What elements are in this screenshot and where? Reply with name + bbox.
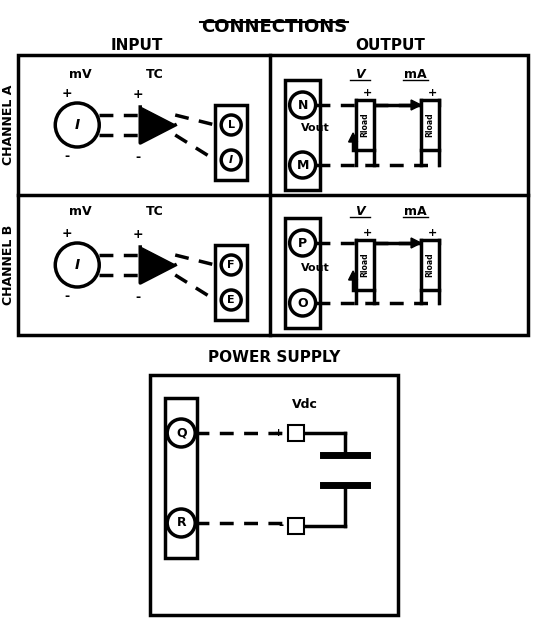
Bar	[285, 218, 320, 328]
Text: Rload: Rload	[425, 112, 435, 137]
Text: O: O	[298, 296, 308, 309]
Polygon shape	[349, 271, 357, 280]
Text: -: -	[65, 290, 70, 303]
Circle shape	[167, 419, 195, 447]
Text: V: V	[355, 68, 365, 81]
Bar	[150, 375, 398, 615]
Text: L: L	[228, 120, 234, 130]
Circle shape	[290, 92, 316, 118]
Circle shape	[290, 152, 316, 178]
Text: +: +	[62, 227, 72, 240]
Bar	[165, 398, 197, 558]
Circle shape	[55, 243, 99, 287]
Text: R: R	[176, 516, 186, 530]
Text: Vout: Vout	[301, 263, 330, 273]
Text: E: E	[227, 295, 235, 305]
Text: +: +	[274, 428, 283, 438]
Bar	[18, 55, 528, 335]
Text: +: +	[362, 88, 372, 98]
Text: CHANNEL B: CHANNEL B	[2, 225, 15, 305]
Text: I: I	[229, 155, 233, 165]
Text: TC: TC	[147, 205, 164, 218]
Text: Rload: Rload	[361, 112, 369, 137]
Circle shape	[221, 115, 241, 135]
Text: I: I	[75, 258, 80, 272]
Bar	[288, 518, 304, 534]
Text: -: -	[136, 151, 141, 164]
Polygon shape	[411, 238, 421, 248]
Circle shape	[221, 290, 241, 310]
Text: Rload: Rload	[425, 252, 435, 277]
Polygon shape	[349, 133, 357, 142]
Text: +: +	[428, 88, 436, 98]
Circle shape	[221, 150, 241, 170]
Text: V: V	[355, 205, 365, 218]
Circle shape	[290, 230, 316, 256]
Bar	[215, 245, 247, 320]
Polygon shape	[411, 100, 421, 110]
Text: mA: mA	[404, 68, 427, 81]
Text: Vdc: Vdc	[292, 398, 318, 411]
Text: -: -	[65, 150, 70, 163]
Bar	[421, 240, 439, 290]
Text: +: +	[133, 88, 143, 101]
Text: mA: mA	[404, 205, 427, 218]
Text: P: P	[298, 236, 307, 249]
Text: +: +	[133, 228, 143, 241]
Text: -: -	[136, 291, 141, 304]
Bar	[288, 425, 304, 441]
Text: F: F	[227, 260, 235, 270]
Bar	[215, 105, 247, 180]
Text: OUTPUT: OUTPUT	[355, 38, 425, 53]
Text: +: +	[62, 87, 72, 100]
Text: TC: TC	[147, 68, 164, 81]
Polygon shape	[140, 107, 175, 143]
Text: Vout: Vout	[301, 123, 330, 133]
Text: Rload: Rload	[361, 252, 369, 277]
Text: INPUT: INPUT	[111, 38, 164, 53]
Bar	[356, 240, 374, 290]
Circle shape	[167, 509, 195, 537]
Text: mV: mV	[69, 205, 92, 218]
Circle shape	[221, 255, 241, 275]
Text: POWER SUPPLY: POWER SUPPLY	[208, 350, 340, 365]
Text: CHANNEL A: CHANNEL A	[2, 85, 15, 166]
Text: M: M	[296, 158, 309, 171]
Text: -: -	[278, 520, 283, 532]
Text: +: +	[362, 228, 372, 238]
Text: N: N	[298, 98, 308, 111]
Text: mV: mV	[69, 68, 92, 81]
Bar	[285, 80, 320, 190]
Circle shape	[55, 103, 99, 147]
Text: +: +	[428, 228, 436, 238]
Text: CONNECTIONS: CONNECTIONS	[201, 18, 348, 36]
Bar	[356, 100, 374, 150]
Text: I: I	[75, 118, 80, 132]
Circle shape	[290, 290, 316, 316]
Text: Q: Q	[176, 426, 187, 440]
Bar	[421, 100, 439, 150]
Polygon shape	[140, 247, 175, 283]
